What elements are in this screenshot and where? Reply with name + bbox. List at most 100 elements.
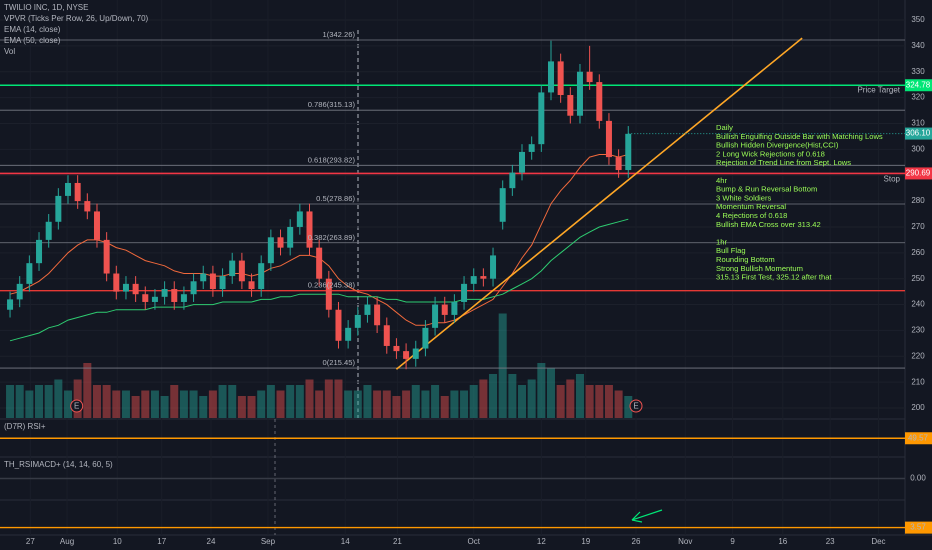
- volume-bar: [556, 385, 565, 418]
- candle-body: [74, 182, 81, 202]
- candle-body: [615, 157, 622, 171]
- ema-line: [9, 218, 629, 342]
- volume-bar: [334, 379, 343, 418]
- candle-body: [122, 283, 129, 292]
- annotation-text: Rounding Bottom: [716, 255, 775, 264]
- earnings-marker: [70, 399, 84, 413]
- candle-body: [412, 348, 419, 359]
- y-tick-label: 260: [911, 248, 925, 257]
- x-tick-label: 24: [207, 537, 216, 546]
- volume-bar: [624, 396, 633, 418]
- candle-body: [538, 92, 545, 145]
- candle-body: [171, 289, 178, 302]
- volume-bar: [170, 385, 179, 418]
- annotation-text: 4hr: [716, 176, 727, 185]
- volume-bar: [566, 379, 575, 418]
- volume-bar: [73, 379, 82, 418]
- last-price-text: 306.10: [906, 129, 931, 138]
- volume-bar: [585, 385, 594, 418]
- earnings-marker: [629, 399, 643, 413]
- annotation-text: Momentum Reversal: [716, 202, 786, 211]
- y-tick-label: 350: [911, 15, 925, 24]
- arrow-head: [631, 511, 643, 523]
- y-tick-label: 340: [911, 41, 925, 50]
- earnings-label: E: [74, 402, 79, 411]
- volume-bar: [6, 385, 15, 418]
- candle-body: [267, 237, 274, 264]
- candle-body: [354, 314, 361, 328]
- candle-body: [470, 276, 477, 284]
- candle-body: [258, 263, 265, 290]
- annotation-text: Bump & Run Reversal Bottom: [716, 185, 817, 194]
- annotation-text: Daily: [716, 123, 733, 132]
- fib-label: 0.618(293.82): [308, 155, 356, 164]
- y-tick-label: 330: [911, 67, 925, 76]
- y-tick-label: 320: [911, 93, 925, 102]
- x-tick-label: 16: [778, 537, 787, 546]
- panel-level-badge: [905, 521, 932, 534]
- annotation-text: 3 White Soldiers: [716, 193, 771, 202]
- x-tick-label: Dec: [871, 537, 885, 546]
- candle-body: [499, 188, 506, 222]
- volume-bar: [286, 385, 295, 418]
- y-tick-label: 220: [911, 351, 925, 360]
- price-target-line-badge-text: 324.78: [906, 80, 931, 89]
- volume-bar: [54, 379, 63, 418]
- candle-body: [296, 211, 303, 227]
- candle-body: [180, 294, 187, 302]
- x-tick-label: 23: [826, 537, 835, 546]
- volume-bar: [353, 390, 362, 418]
- candle-body: [287, 226, 294, 248]
- volume-bar: [373, 390, 382, 418]
- volume-bar: [469, 385, 478, 418]
- candle-body: [325, 278, 332, 310]
- volume-bar: [257, 390, 266, 418]
- candle-body: [26, 263, 33, 284]
- volume-bar: [160, 396, 169, 418]
- volume-bar: [431, 385, 440, 418]
- candle-body: [441, 304, 448, 315]
- volume-bar: [489, 374, 498, 418]
- panel-level-badge: [905, 432, 932, 445]
- volume-bar: [247, 396, 256, 418]
- fib-label: 0(215.45): [322, 358, 355, 367]
- candle-body: [55, 195, 62, 222]
- volume-bar: [411, 385, 420, 418]
- volume-bar: [344, 390, 353, 418]
- price-target-line-text: Price Target: [857, 85, 900, 94]
- plot: [0, 37, 905, 529]
- volume-bar: [64, 390, 73, 418]
- price-target-line-badge: [905, 79, 932, 92]
- panel-level-text: 0.00: [910, 474, 926, 483]
- volume-bar: [508, 374, 517, 418]
- y-tick-label: 210: [911, 377, 925, 386]
- y-tick-label: 300: [911, 144, 925, 153]
- volume-bar: [604, 385, 613, 418]
- candle-body: [451, 301, 458, 315]
- volume-bar: [228, 385, 237, 418]
- x-tick-label: 12: [537, 537, 546, 546]
- y-tick-label: 240: [911, 300, 925, 309]
- volume-bar: [614, 390, 623, 418]
- volume-bar: [518, 385, 527, 418]
- candle-body: [557, 61, 564, 96]
- candle-body: [393, 345, 400, 352]
- arrow: [631, 509, 663, 521]
- volume-bar: [44, 385, 53, 418]
- annotation-text: 4 Rejections of 0.618: [716, 211, 787, 220]
- x-tick-label: 9: [730, 537, 735, 546]
- x-tick-label: 26: [632, 537, 641, 546]
- panel-label: (D7R) RSI+: [4, 422, 46, 431]
- y-tick-label: 200: [911, 403, 925, 412]
- candle-body: [248, 281, 255, 290]
- candle-body: [229, 260, 236, 277]
- stop-line-text: Stop: [884, 175, 901, 184]
- volume-bar: [150, 390, 159, 418]
- x-tick-label: 14: [341, 537, 350, 546]
- candle-body: [461, 283, 468, 302]
- annotation-text: 1hr: [716, 237, 727, 246]
- candle-body: [209, 273, 216, 290]
- volume-bar: [479, 379, 488, 418]
- volume-bar: [421, 390, 430, 418]
